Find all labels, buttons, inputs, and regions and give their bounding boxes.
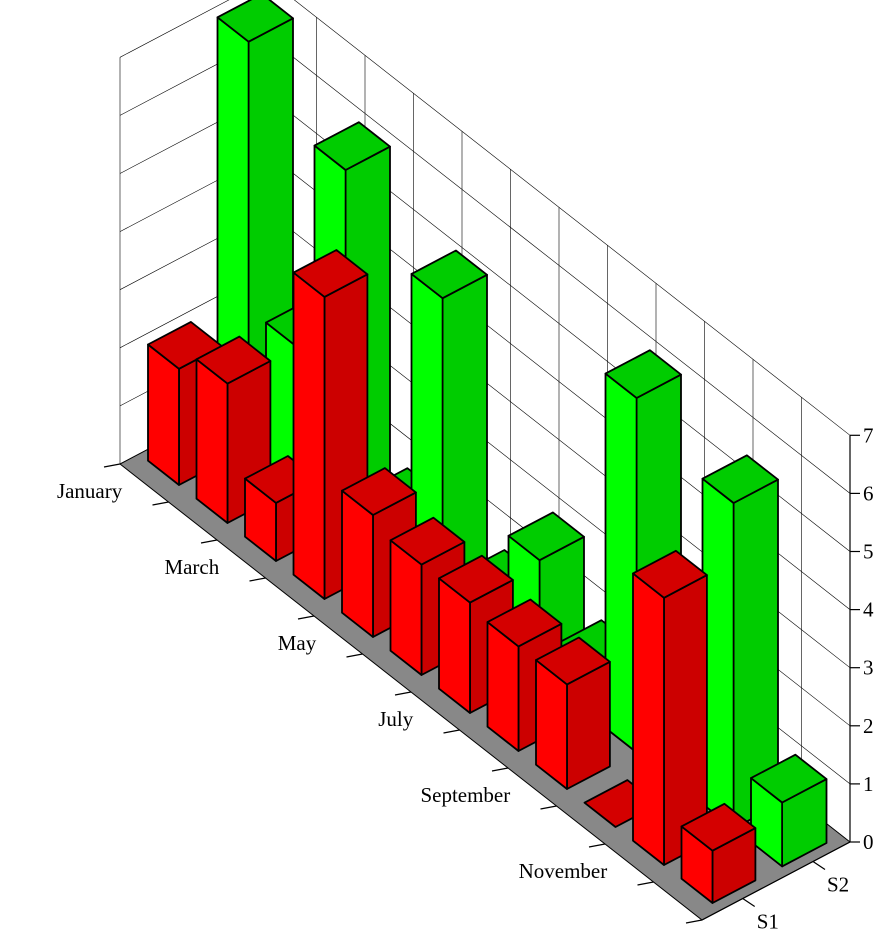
category-tick <box>346 653 363 658</box>
bar-s1-september <box>535 636 611 790</box>
bar-top-face <box>750 753 828 804</box>
side-gridline-h <box>119 0 230 58</box>
category-label: September <box>420 783 510 807</box>
value-tick-label: 6 <box>863 481 874 505</box>
bar-top-face <box>195 335 272 385</box>
bar-top-face <box>216 0 294 43</box>
bar-s1-november <box>632 549 708 866</box>
category-tick <box>443 729 460 734</box>
series-axis: S1 S2 <box>701 841 851 934</box>
category-axis: January March May July September November <box>57 463 703 924</box>
bar-front-face <box>341 489 374 638</box>
bar-top-face <box>604 349 682 399</box>
bar-top-face <box>313 121 391 171</box>
category-tick <box>491 767 509 772</box>
bar-s2-december <box>750 753 828 868</box>
value-tick-label: 5 <box>863 540 874 564</box>
bar-top-face <box>632 549 708 599</box>
category-tick <box>394 691 412 696</box>
category-label: July <box>378 707 414 731</box>
bars <box>147 0 828 904</box>
series-label-s1: S1 <box>757 910 779 934</box>
category-tick <box>637 881 654 886</box>
value-tick-label: 3 <box>863 656 874 680</box>
category-tick <box>200 539 218 544</box>
category-tick <box>588 843 606 848</box>
bar-top-face <box>438 554 514 604</box>
bar-top-face <box>389 516 466 566</box>
category-tick <box>249 577 266 582</box>
bar-top-face <box>701 454 779 504</box>
value-tick-label: 7 <box>863 423 874 447</box>
category-label: May <box>278 631 317 655</box>
bar-front-face <box>195 358 229 524</box>
bar-top-face <box>486 598 563 648</box>
category-tick <box>103 463 121 468</box>
bar-top-face <box>507 511 585 562</box>
series-label-s2: S2 <box>827 873 849 897</box>
bar-s2-november <box>701 454 779 830</box>
bar-top-face <box>535 636 611 686</box>
bar-top-face <box>292 249 369 298</box>
bar-front-face <box>632 572 665 866</box>
value-tick-label: 0 <box>863 830 874 854</box>
category-tick <box>152 501 169 506</box>
bar-top-face <box>680 802 757 852</box>
category-tick <box>540 805 557 810</box>
category-tick <box>297 615 315 620</box>
category-label: January <box>57 479 123 503</box>
series-tick <box>742 898 756 908</box>
series-tick <box>812 861 826 870</box>
value-tick-label: 2 <box>863 714 874 738</box>
bar-front-face <box>292 271 326 600</box>
value-tick-label: 1 <box>863 772 874 796</box>
series-axis-line <box>701 841 851 921</box>
bar-top-face <box>341 467 417 516</box>
category-tick <box>685 919 703 924</box>
bar-s1-december <box>680 802 757 904</box>
bar-top-face <box>410 249 488 300</box>
category-label: March <box>164 555 219 579</box>
value-axis: 0 1 2 3 4 5 6 7 <box>849 423 874 854</box>
value-tick-label: 4 <box>863 598 874 622</box>
category-label: November <box>519 859 608 883</box>
